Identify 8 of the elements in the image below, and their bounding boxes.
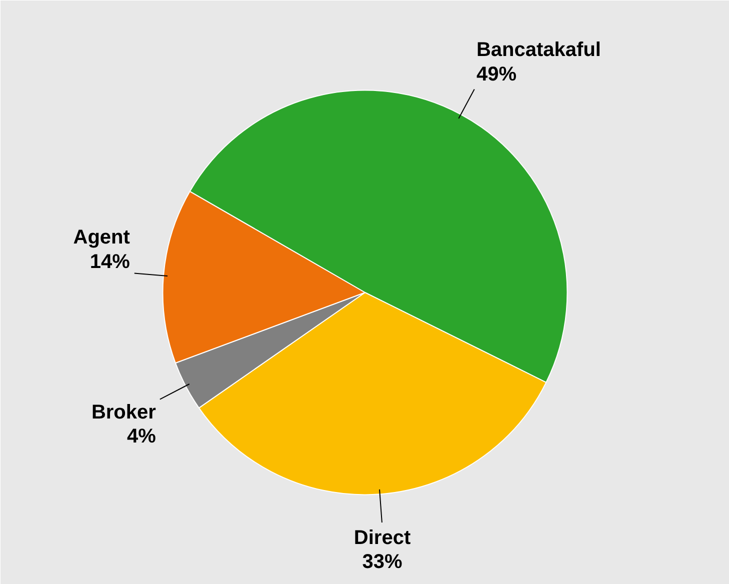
slice-label: Bancatakaful bbox=[476, 39, 601, 62]
slice-label: Agent bbox=[73, 226, 130, 249]
data-label: 49% bbox=[476, 63, 517, 86]
data-label: 14% bbox=[90, 250, 130, 273]
data-label: 33% bbox=[362, 551, 403, 574]
data-label: 4% bbox=[127, 426, 156, 448]
slice-label: Direct bbox=[354, 526, 411, 549]
slice-label: Broker bbox=[91, 401, 156, 424]
